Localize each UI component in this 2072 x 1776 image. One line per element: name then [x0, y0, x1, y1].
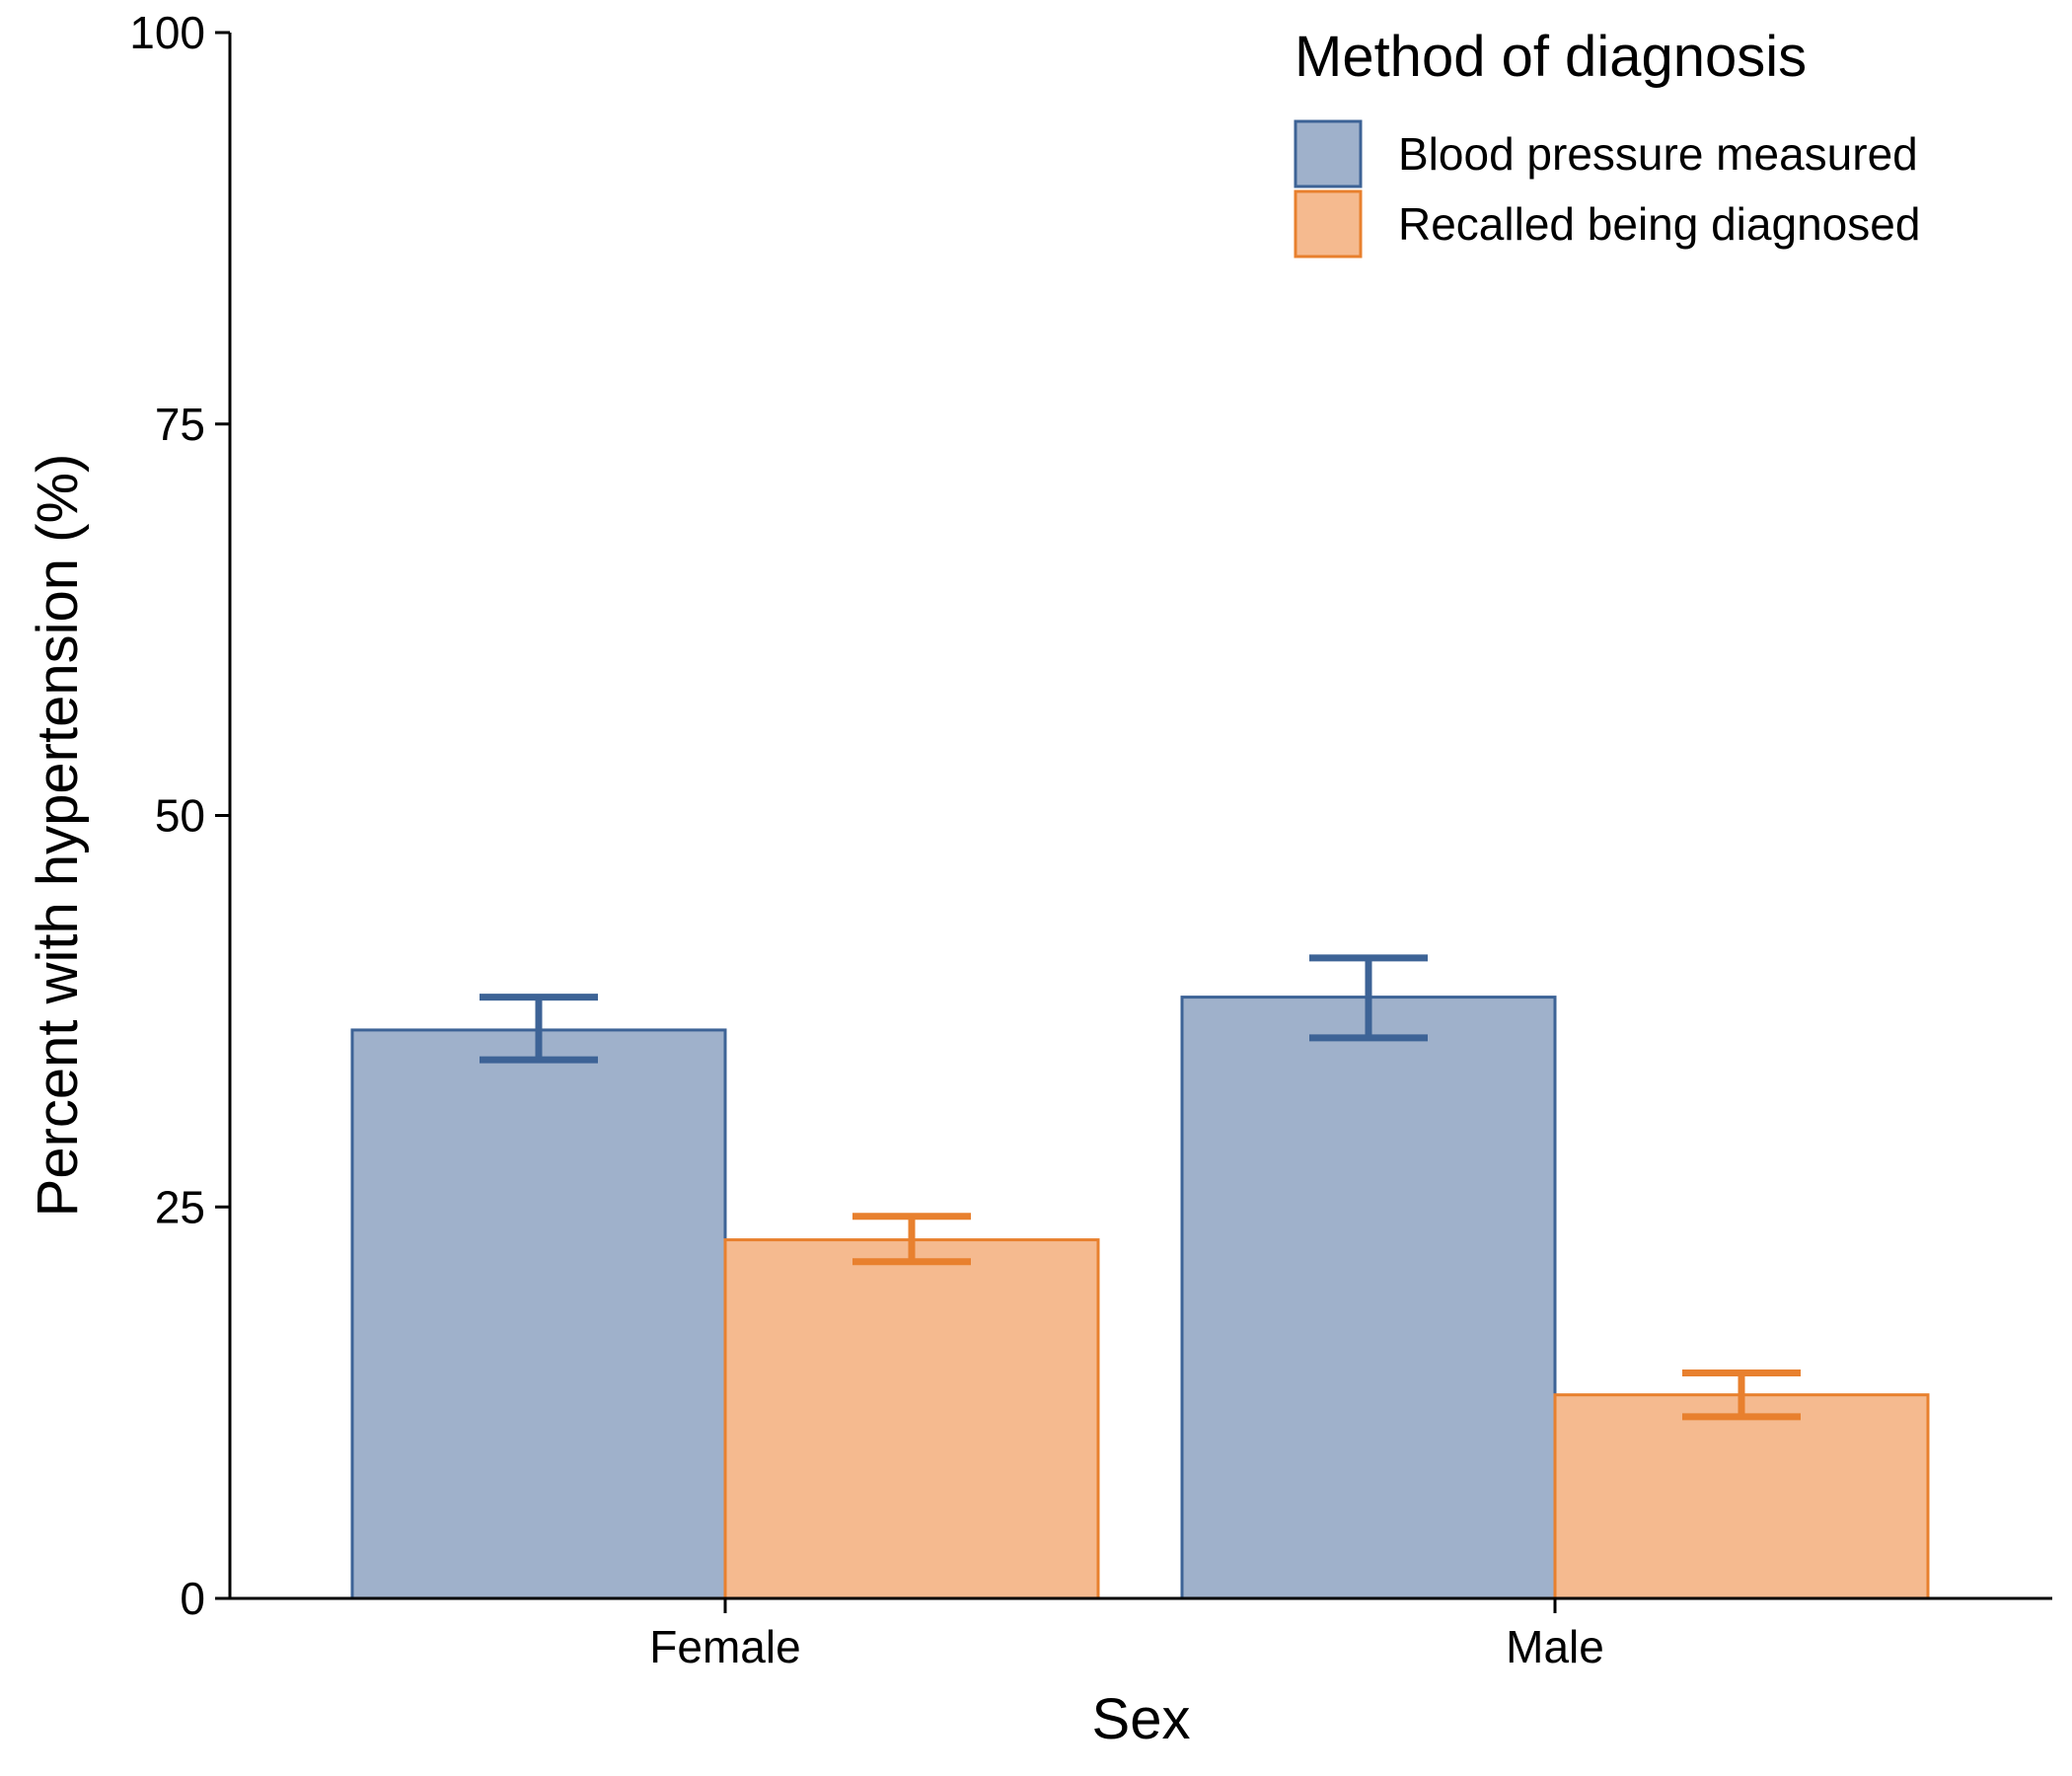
error-bars-layer — [480, 954, 1801, 1421]
axes-layer: 0 25 50 75 100 Female Male Sex Percent with h… — [26, 7, 2052, 1751]
x-tick-label: Male — [1506, 1621, 1604, 1672]
y-tick-label: 100 — [129, 7, 205, 58]
legend: Method of diagnosis Blood pressure measu… — [1294, 25, 1920, 259]
legend-items: Blood pressure measured Recalled being di… — [1294, 119, 1920, 259]
y-tick-label: 50 — [155, 790, 205, 842]
bar-female-series-1 — [350, 1028, 727, 1600]
bar-male-series-2 — [1553, 1393, 1930, 1600]
legend-item-series-2: Recalled being diagnosed — [1294, 189, 1920, 259]
legend-swatch — [1294, 119, 1363, 188]
legend-swatch — [1294, 189, 1363, 259]
x-tick-label: Female — [649, 1621, 800, 1672]
legend-item-series-1: Blood pressure measured — [1294, 119, 1918, 188]
legend-title: Method of diagnosis — [1295, 25, 1807, 89]
y-tick-label: 25 — [155, 1181, 205, 1232]
y-ticks: 0 25 50 75 100 — [129, 7, 230, 1624]
error-bar-male-series-2 — [1682, 1369, 1801, 1421]
error-bar-female-series-1 — [480, 994, 598, 1064]
legend-label: Recalled being diagnosed — [1398, 198, 1920, 250]
y-axis-title: Percent with hypertension (%) — [26, 454, 90, 1218]
x-ticks: Female Male — [649, 1598, 1604, 1672]
bar-male-series-1 — [1180, 996, 1557, 1600]
x-axis-title: Sex — [1092, 1687, 1191, 1751]
legend-label: Blood pressure measured — [1398, 128, 1918, 180]
error-bar-female-series-2 — [852, 1213, 971, 1266]
y-tick-label: 0 — [180, 1573, 205, 1624]
y-tick-label: 75 — [155, 399, 205, 450]
error-bar-male-series-1 — [1309, 954, 1428, 1042]
bars-layer — [350, 996, 1930, 1600]
bar-female-series-2 — [723, 1238, 1100, 1600]
